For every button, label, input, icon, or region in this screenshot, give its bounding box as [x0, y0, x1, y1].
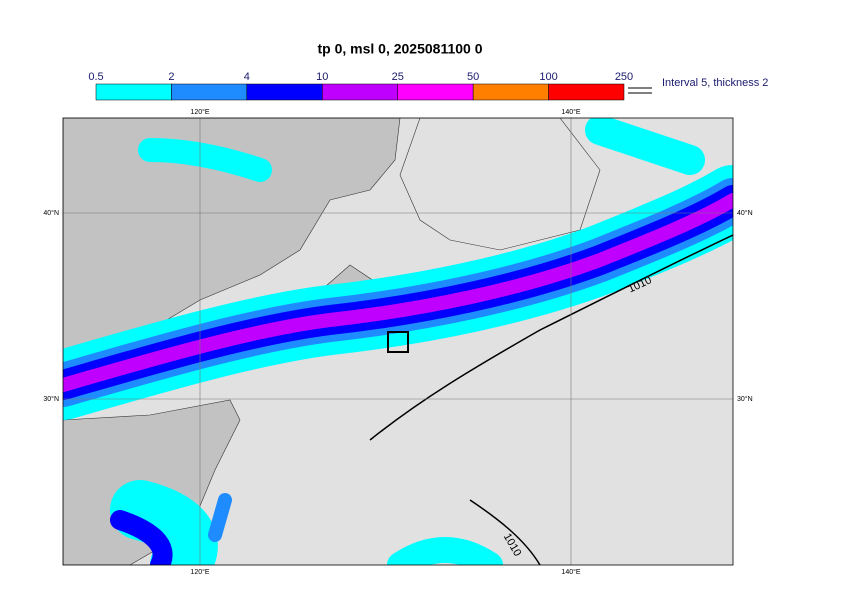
lat-label: 30°N — [737, 395, 753, 403]
colorbar-segment — [472, 83, 549, 101]
colorbar-label: 50 — [467, 71, 479, 83]
lat-label: 40°N — [737, 209, 753, 217]
isobar — [369, 234, 733, 441]
colorbar-segment — [548, 83, 625, 101]
colorbar-segment — [246, 83, 323, 101]
colorbar-label: 250 — [615, 71, 633, 83]
lat-label: 40°N — [43, 209, 59, 217]
precip-band — [63, 118, 733, 565]
colorbar-segment — [171, 83, 248, 101]
lon-label: 120°E — [190, 108, 209, 116]
colorbar-label: 4 — [244, 71, 250, 83]
colorbar-label: 100 — [539, 71, 557, 83]
colorbar-segment — [322, 83, 398, 101]
colorbar: 0.5 2 4 10 25 50 100 250 — [88, 71, 633, 101]
colorbar-segment — [397, 83, 474, 101]
lat-label: 30°N — [43, 395, 59, 403]
frame — [62, 117, 734, 566]
map: 1010 1010 — [63, 118, 733, 565]
lon-label: 140°E — [561, 108, 580, 116]
isobar — [469, 499, 541, 565]
coast — [399, 118, 601, 251]
colorbar-label: 10 — [316, 71, 328, 83]
highlight-box — [387, 331, 409, 353]
lon-label: 140°E — [561, 568, 580, 576]
colorbar-segment — [95, 83, 172, 101]
contour-legend: Interval 5, thickness 2 — [662, 77, 768, 89]
colorbar-label: 2 — [168, 71, 174, 83]
lon-label: 120°E — [190, 568, 209, 576]
colorbar-label: 0.5 — [88, 71, 103, 83]
colorbar-label: 25 — [392, 71, 404, 83]
title: tp 0, msl 0, 2025081100 0 — [317, 41, 482, 57]
